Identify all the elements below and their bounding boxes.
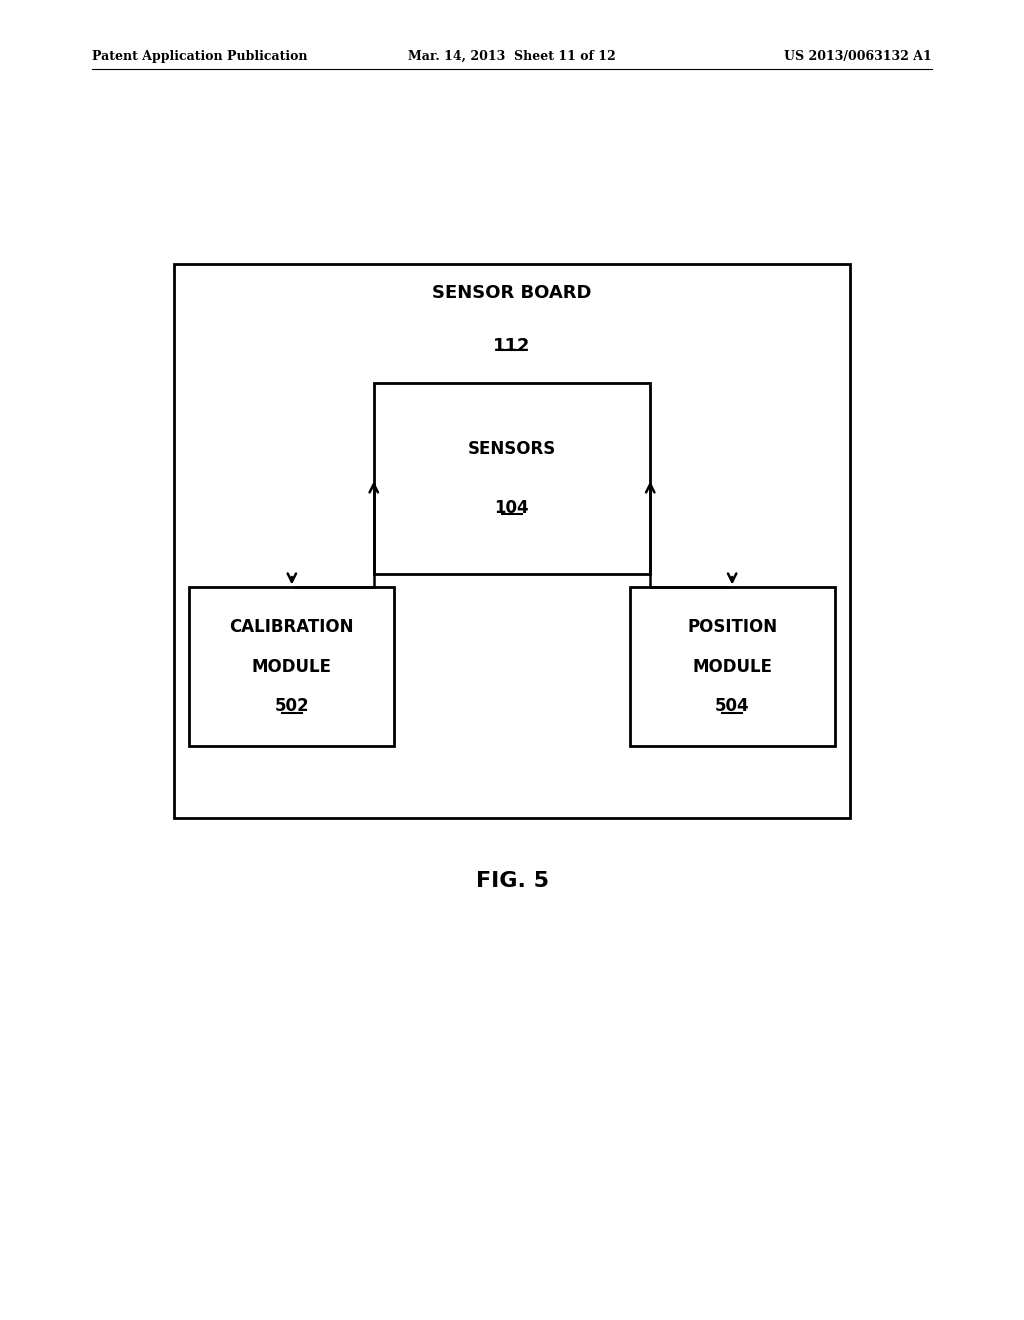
Text: MODULE: MODULE bbox=[252, 657, 332, 676]
Text: 504: 504 bbox=[715, 697, 750, 715]
Text: FIG. 5: FIG. 5 bbox=[475, 871, 549, 891]
Text: Patent Application Publication: Patent Application Publication bbox=[92, 50, 307, 63]
Text: MODULE: MODULE bbox=[692, 657, 772, 676]
Text: SENSORS: SENSORS bbox=[468, 441, 556, 458]
Text: 502: 502 bbox=[274, 697, 309, 715]
Text: POSITION: POSITION bbox=[687, 618, 777, 636]
Text: US 2013/0063132 A1: US 2013/0063132 A1 bbox=[784, 50, 932, 63]
Bar bbox=[630, 587, 835, 746]
Text: CALIBRATION: CALIBRATION bbox=[229, 618, 354, 636]
Bar bbox=[374, 383, 650, 574]
Text: Mar. 14, 2013  Sheet 11 of 12: Mar. 14, 2013 Sheet 11 of 12 bbox=[409, 50, 615, 63]
Text: 112: 112 bbox=[494, 337, 530, 355]
Bar bbox=[189, 587, 394, 746]
Text: 104: 104 bbox=[495, 499, 529, 516]
Bar bbox=[174, 264, 850, 818]
Text: SENSOR BOARD: SENSOR BOARD bbox=[432, 284, 592, 302]
